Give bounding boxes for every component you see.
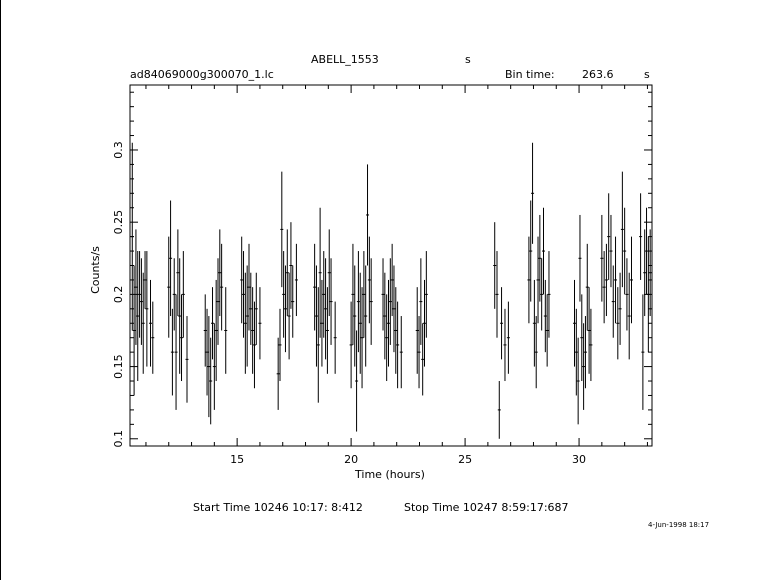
bin-time-label: Bin time:	[505, 68, 555, 81]
y-tick-label: 0.25	[112, 210, 125, 235]
start-time: Start Time 10246 10:17: 8:412	[193, 501, 363, 514]
bin-time-unit: s	[644, 68, 650, 81]
object-name: ABELL_1553	[311, 53, 379, 66]
bin-time-value: 263.6	[582, 68, 614, 81]
window-left-edge	[0, 0, 1, 580]
y-tick-label: 0.3	[112, 141, 125, 159]
axis-ticks	[130, 85, 652, 446]
date-stamp: 4-Jun-1998 18:17	[648, 521, 710, 529]
x-tick-label: 25	[458, 453, 472, 466]
file-name: ad84069000g300070_1.lc	[130, 68, 274, 81]
y-tick-label: 0.15	[112, 354, 125, 379]
stop-time: Stop Time 10247 8:59:17:687	[404, 501, 569, 514]
y-axis-label: Counts/s	[89, 246, 102, 294]
data-points	[130, 142, 652, 439]
x-tick-label: 15	[230, 453, 244, 466]
x-axis-label: Time (hours)	[354, 468, 425, 481]
object-unit: s	[465, 53, 471, 66]
axis-tick-labels: 15 20 25 30 0.1 0.15 0.2 0.25 0.3	[112, 141, 586, 466]
x-tick-label: 20	[344, 453, 358, 466]
y-tick-label: 0.1	[112, 430, 125, 448]
x-tick-label: 30	[572, 453, 586, 466]
y-tick-label: 0.2	[112, 286, 125, 304]
plot-frame	[129, 84, 653, 447]
